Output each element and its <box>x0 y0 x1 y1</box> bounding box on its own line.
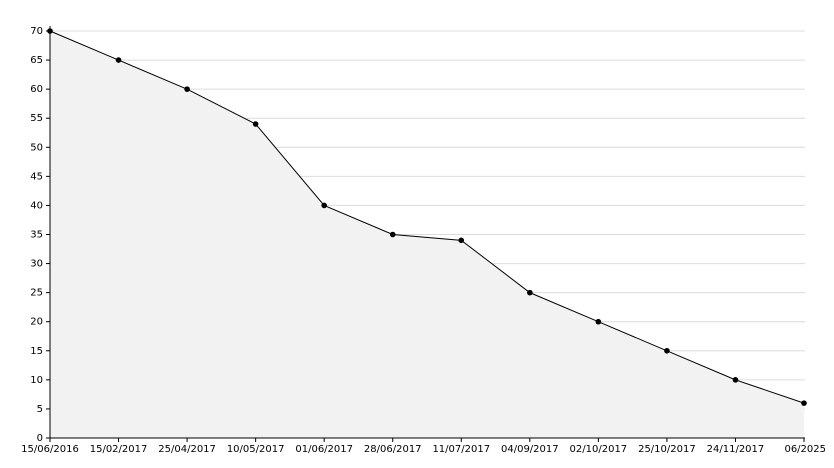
marker <box>595 318 602 325</box>
x-tick-label: 11/07/2017 <box>432 444 490 455</box>
marker <box>732 377 739 383</box>
x-tick-label: 25/04/2017 <box>158 444 216 455</box>
y-tick-label: 0 <box>37 433 43 444</box>
marker <box>184 86 190 92</box>
x-tick-label: 01/06/2017 <box>295 444 353 455</box>
marker <box>252 121 259 127</box>
y-tick-label: 70 <box>30 26 43 37</box>
area <box>50 31 804 438</box>
y-tick-label: 30 <box>30 259 43 270</box>
x-tick-label: 10/05/2017 <box>227 444 285 455</box>
y-tick-label: 65 <box>30 55 43 66</box>
y-tick-label: 15 <box>30 346 43 357</box>
y-tick-label: 50 <box>30 142 43 153</box>
marker <box>527 289 533 296</box>
y-tick-label: 20 <box>30 317 43 328</box>
marker <box>115 57 122 63</box>
x-tick-label: 15/06/2016 <box>21 444 79 455</box>
y-tick-label: 5 <box>37 404 43 415</box>
x-tick-label: 04/09/2017 <box>501 444 559 455</box>
line <box>49 30 805 404</box>
marker <box>389 231 396 238</box>
y-tick-label: 60 <box>30 84 43 95</box>
y-tick-label: 35 <box>30 230 43 241</box>
y-tick-label: 25 <box>30 288 43 299</box>
y-tick-label: 45 <box>30 171 43 182</box>
marker <box>801 400 807 406</box>
x-tick-label: 25/10/2017 <box>638 444 696 455</box>
x-tick-label: 24/11/2017 <box>707 444 765 455</box>
x-tick-label: 15/02/2017 <box>90 444 148 455</box>
x-tick-label: 06/2025 <box>784 444 826 455</box>
y-tick-label: 10 <box>30 375 43 386</box>
marker <box>458 237 465 244</box>
y-tick-label: 55 <box>30 113 43 124</box>
x-tick-label: 02/10/2017 <box>570 444 628 455</box>
marker <box>321 202 327 209</box>
x-tick-label: 28/06/2017 <box>364 444 422 455</box>
marker <box>664 347 670 354</box>
y-tick-label: 40 <box>30 200 43 211</box>
